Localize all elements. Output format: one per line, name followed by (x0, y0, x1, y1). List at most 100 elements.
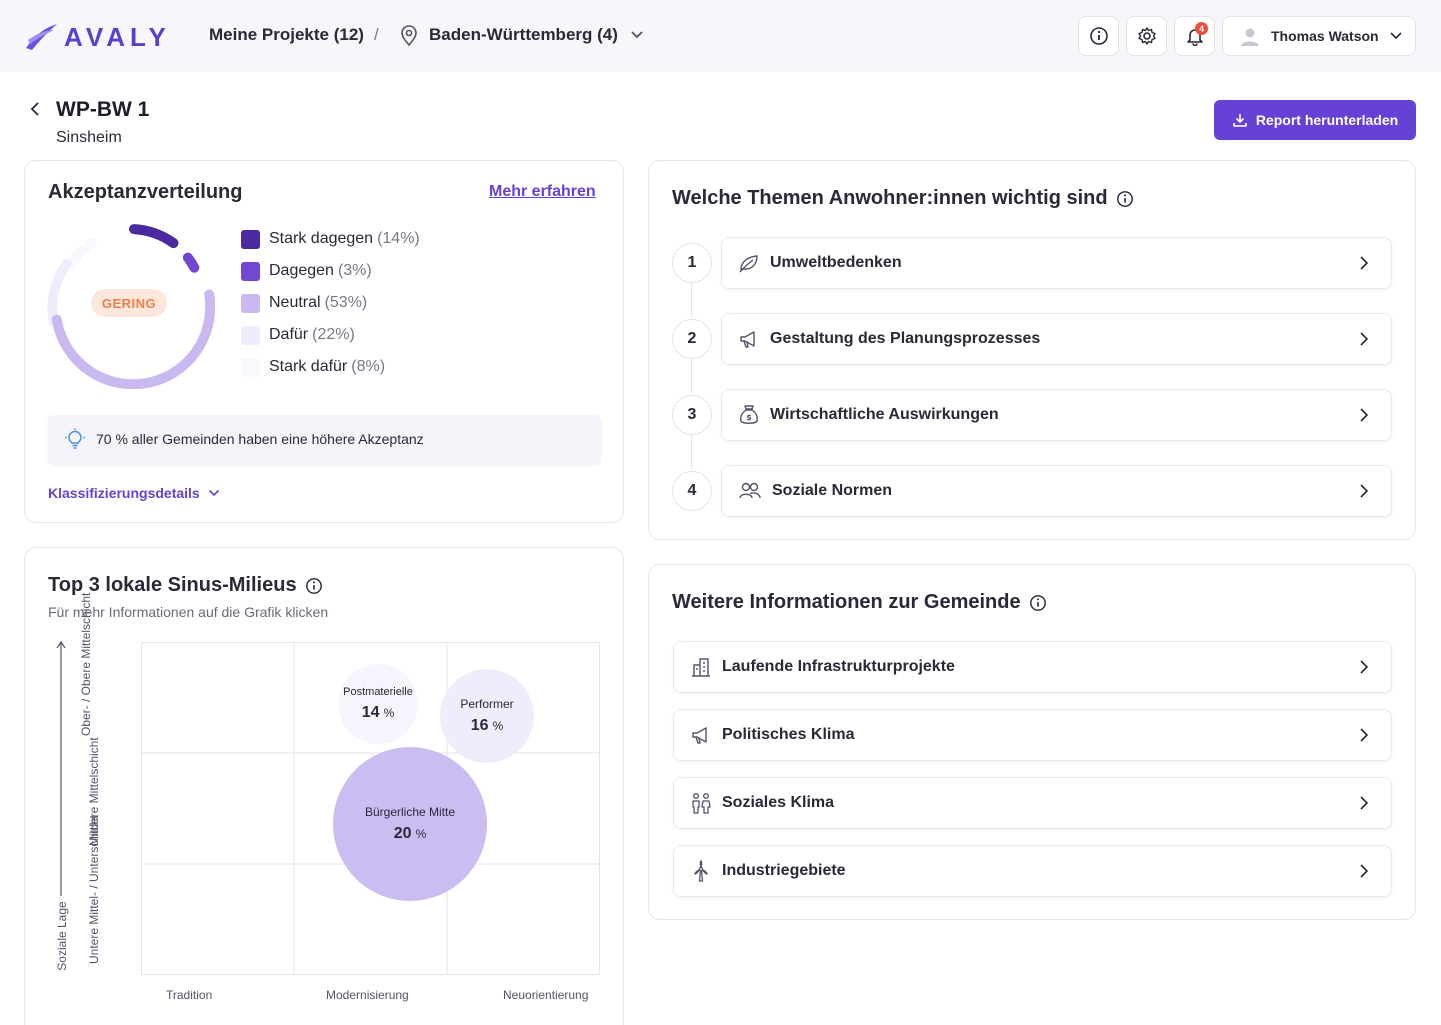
topic-planungsprozess[interactable]: Gestaltung des Planungsprozesses (721, 313, 1392, 365)
top-bar: AVALY Meine Projekte (12) / Baden-Württe… (0, 0, 1441, 72)
legend-label: Dagegen (269, 262, 334, 279)
info-icon (1089, 27, 1108, 45)
acceptance-title-text: Akzeptanzverteilung (48, 181, 243, 203)
breadcrumb-separator: / (374, 25, 379, 44)
breadcrumb-region[interactable]: Baden-Württemberg (4) (429, 25, 618, 44)
bubble-buergerliche-mitte[interactable]: Bürgerliche Mitte 20% (333, 747, 487, 901)
legend-swatch (241, 325, 260, 345)
acceptance-hint: 70 % aller Gemeinden haben eine höhere A… (48, 415, 601, 463)
lightbulb-icon (65, 428, 85, 449)
location-pin-icon (401, 25, 417, 47)
legend-swatch (241, 261, 260, 281)
milieus-title: Top 3 lokale Sinus-Milieus (48, 574, 323, 597)
topic-soziale-normen[interactable]: Soziale Normen (721, 465, 1392, 517)
topic-label: Soziale Normen (772, 482, 893, 499)
user-name: Thomas Watson (1271, 28, 1379, 44)
notification-badge: 4 (1195, 22, 1208, 35)
bubble-performer[interactable]: Performer 16% (440, 669, 534, 763)
legend-label: Neutral (269, 294, 321, 311)
bubble-label: Performer (460, 697, 514, 711)
community-infrastructure[interactable]: Laufende Infrastrukturprojekte (673, 641, 1392, 693)
legend-item: Dafür (22%) (241, 319, 420, 351)
y-level-lower: Untere Mittel- / Unterschicht (87, 815, 101, 964)
chevron-right-icon (1360, 408, 1369, 422)
info-icon[interactable] (1116, 190, 1134, 208)
legend-item: Stark dafür (8%) (241, 351, 420, 383)
topic-umweltbedenken[interactable]: Umweltbedenken (721, 237, 1392, 289)
milieus-subtitle: Für mehr Informationen auf die Grafik kl… (48, 604, 329, 620)
community-social-climate[interactable]: Soziales Klima (673, 777, 1392, 829)
y-axis-title: Soziale Lage (55, 901, 69, 971)
acceptance-legend: Stark dagegen (14%) Dagegen (3%) Neutral… (241, 223, 420, 383)
page-title: WP-BW 1 (56, 98, 150, 121)
more-info-link[interactable]: Mehr erfahren (489, 183, 596, 200)
chevron-right-icon (1360, 728, 1369, 742)
legend-item: Stark dagegen (14%) (241, 223, 420, 255)
brand-logo[interactable]: AVALY (24, 20, 171, 54)
legend-percent: (22%) (312, 326, 355, 343)
chevron-right-icon (1360, 484, 1369, 498)
classification-details-toggle[interactable]: Klassifizierungsdetails (48, 485, 220, 501)
bubble-number: 14 (361, 704, 380, 721)
legend-label: Dafür (269, 326, 309, 343)
community-industrial-areas[interactable]: Industriegebiete (673, 845, 1392, 897)
step-number: 2 (672, 319, 712, 359)
legend-percent: (14%) (377, 230, 420, 247)
x-level-modernisierung: Modernisierung (326, 988, 409, 1002)
topic-label: Umweltbedenken (770, 254, 902, 271)
megaphone-icon (692, 727, 707, 744)
bubble-unit: % (492, 719, 504, 733)
notifications-button[interactable]: 4 (1174, 16, 1215, 56)
topics-title-text: Welche Themen Anwohner:innen wichtig sin… (672, 187, 1108, 209)
info-icon[interactable] (305, 577, 323, 595)
chevron-right-icon (1360, 796, 1369, 810)
acceptance-card: Akzeptanzverteilung Mehr erfahren GERING… (24, 160, 624, 523)
topic-label: Gestaltung des Planungsprozesses (770, 330, 1041, 347)
community-label: Laufende Infrastrukturprojekte (722, 658, 955, 675)
chevron-down-icon (1390, 32, 1402, 40)
breadcrumb-projects[interactable]: Meine Projekte (12) (209, 25, 364, 44)
back-arrow-icon[interactable] (28, 100, 42, 118)
milieus-card: Top 3 lokale Sinus-Milieus Für mehr Info… (24, 547, 624, 1025)
wind-turbine-icon (694, 860, 708, 882)
bubble-number: 20 (393, 825, 412, 842)
user-menu-button[interactable]: Thomas Watson (1222, 16, 1416, 56)
bubble-number: 16 (470, 717, 489, 734)
legend-swatch (241, 229, 260, 249)
acceptance-level-badge: GERING (91, 289, 167, 317)
download-report-label: Report herunterladen (1255, 112, 1399, 128)
settings-button[interactable] (1126, 16, 1167, 56)
bubble-value: 16% (471, 717, 503, 735)
bubble-unit: % (415, 827, 427, 841)
legend-swatch (241, 293, 260, 313)
community-political-climate[interactable]: Politisches Klima (673, 709, 1392, 761)
topic-wirtschaft[interactable]: $ Wirtschaftliche Auswirkungen (721, 389, 1392, 441)
y-level-upper: Ober- / Obere Mittelschicht (79, 592, 93, 736)
step-number: 3 (672, 395, 712, 435)
hint-text: 70 % aller Gemeinden haben eine höhere A… (96, 431, 424, 447)
community-title: Weitere Informationen zur Gemeinde (672, 591, 1047, 614)
chevron-right-icon (1360, 256, 1369, 270)
users-icon (739, 482, 761, 499)
info-button[interactable] (1078, 16, 1119, 56)
page-subtitle: Sinsheim (56, 129, 122, 146)
legend-label: Stark dafür (269, 358, 348, 375)
milieus-title-text: Top 3 lokale Sinus-Milieus (48, 574, 297, 596)
community-label: Industriegebiete (722, 862, 846, 879)
classification-details-label: Klassifizierungsdetails (48, 485, 200, 501)
topics-card: Welche Themen Anwohner:innen wichtig sin… (648, 160, 1416, 540)
bubble-value: 14% (362, 704, 394, 722)
chevron-right-icon (1360, 660, 1369, 674)
legend-item: Neutral (53%) (241, 287, 420, 319)
info-icon[interactable] (1029, 594, 1047, 612)
step-connector (691, 359, 692, 393)
download-report-button[interactable]: Report herunterladen (1214, 100, 1416, 140)
step-number: 1 (672, 243, 712, 283)
bubble-postmaterielle[interactable]: Postmaterielle 14% (338, 664, 418, 744)
bubble-label: Bürgerliche Mitte (364, 805, 456, 819)
download-icon (1233, 114, 1247, 127)
chevron-down-icon[interactable] (630, 30, 644, 40)
y-axis-arrow (56, 640, 66, 896)
gear-icon (1137, 27, 1156, 45)
x-level-neuorientierung: Neuorientierung (503, 988, 589, 1002)
